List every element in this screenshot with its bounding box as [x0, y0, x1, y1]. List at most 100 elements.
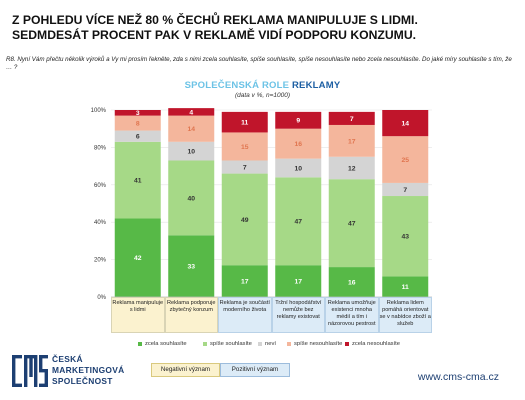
bar-segment — [275, 158, 322, 178]
data-label: 9 — [296, 118, 300, 125]
data-label: 7 — [243, 164, 247, 171]
data-label: 16 — [348, 279, 356, 286]
bar-segment — [168, 108, 215, 116]
logo-line-3: SPOLEČNOST — [52, 376, 113, 386]
bar-segment — [168, 235, 215, 297]
data-label: 11 — [402, 284, 409, 291]
headline: Z POHLEDU VÍCE NEŽ 80 % ČECHŮ REKLAMA MA… — [12, 13, 512, 43]
bar-segment — [114, 218, 161, 297]
bar-segment — [221, 132, 268, 161]
positive-meaning-box: Pozitivní význam — [220, 363, 290, 377]
cms-logo: ČESKÁ MARKETINGOVÁ SPOLEČNOST — [10, 351, 140, 393]
chart-legend: zcela souhlasíte spíše souhlasíte neví spíš… — [0, 341, 525, 351]
bar-segment — [328, 156, 375, 180]
bar-segment — [328, 267, 375, 297]
bar-segment — [275, 177, 322, 266]
data-label: 49 — [241, 217, 249, 224]
data-label: 41 — [134, 178, 142, 185]
chart-title: SPOLEČENSKÁ ROLE REKLAMY — [0, 80, 525, 91]
bar-segment — [382, 136, 429, 183]
bar-segment — [382, 182, 429, 197]
chart-title-part-2: REKLAMY — [292, 80, 341, 91]
category-label: Reklama lidem pomáhá orientovat se v nab… — [378, 297, 432, 333]
legend-label: spíše nesouhlasíte — [294, 341, 343, 347]
data-label: 43 — [401, 234, 409, 241]
bar-segment — [221, 265, 268, 297]
data-label: 17 — [241, 279, 249, 286]
chart-title-part-1: SPOLEČENSKÁ ROLE — [184, 80, 290, 91]
headline-line-2: SEDMDESÁT PROCENT PAK V REKLAMĚ VIDÍ POD… — [12, 28, 417, 42]
y-tick-label: 0% — [97, 295, 106, 301]
legend-item: zcela souhlasíte — [138, 341, 187, 347]
y-tick-label: 20% — [94, 258, 107, 264]
website-url: www.cms-cma.cz — [417, 371, 499, 383]
bar-segment — [221, 160, 268, 174]
bar-segment — [382, 276, 429, 297]
y-tick-label: 80% — [94, 145, 107, 151]
bar-segment — [382, 110, 429, 137]
data-label: 10 — [294, 165, 302, 172]
data-label: 25 — [401, 157, 409, 164]
legend-swatch — [287, 342, 291, 346]
legend-item: spíše souhlasíte — [203, 341, 252, 347]
bar-segment — [168, 115, 215, 142]
bar-segment — [168, 141, 215, 161]
bar-segment — [382, 196, 429, 277]
y-tick-label: 40% — [94, 220, 107, 226]
bar-segment — [275, 265, 322, 297]
legend-swatch — [203, 342, 207, 346]
data-label: 47 — [294, 219, 302, 226]
data-label: 3 — [136, 110, 140, 117]
data-label: 16 — [294, 141, 302, 148]
headline-line-1: Z POHLEDU VÍCE NEŽ 80 % ČECHŮ REKLAMA MA… — [12, 13, 418, 27]
data-label: 17 — [348, 138, 356, 145]
data-label: 7 — [403, 187, 407, 194]
legend-label: zcela souhlasíte — [145, 341, 187, 347]
data-label: 47 — [348, 221, 356, 228]
legend-swatch — [258, 342, 262, 346]
category-label: Reklama je součástí moderního života — [218, 297, 272, 333]
bar-segment — [221, 111, 268, 133]
legend-item: zcela nesouhlasíte — [345, 341, 400, 347]
category-label: Tržní hospodářství nemůže bez reklamy ex… — [271, 297, 325, 333]
logo-line-2: MARKETINGOVÁ — [52, 365, 125, 375]
legend-item: spíše nesouhlasíte — [287, 341, 342, 347]
data-label: 40 — [187, 195, 195, 202]
cms-logo-mark-icon — [12, 355, 48, 387]
legend-item: neví — [258, 341, 276, 347]
legend-swatch — [345, 342, 349, 346]
data-label: 11 — [241, 120, 248, 127]
bar-segment — [328, 179, 375, 268]
category-label: Reklama podporuje zbytečný konzum — [164, 297, 218, 333]
data-label: 7 — [350, 116, 354, 123]
bar-segment — [275, 111, 322, 129]
logo-text: ČESKÁ MARKETINGOVÁ SPOLEČNOST — [52, 354, 124, 387]
data-label: 14 — [401, 120, 409, 127]
legend-label: zcela nesouhlasíte — [352, 341, 401, 347]
data-label: 12 — [348, 165, 356, 172]
data-label: 33 — [187, 264, 195, 271]
data-label: 15 — [241, 144, 249, 151]
bar-segment — [168, 160, 215, 236]
data-label: 8 — [136, 120, 140, 127]
bar-segment — [221, 173, 268, 266]
bar-segment — [114, 110, 161, 116]
bar-segment — [114, 115, 161, 131]
negative-meaning-box: Negativní význam — [151, 363, 220, 377]
data-label: 6 — [136, 134, 140, 141]
bar-segment — [328, 111, 375, 125]
survey-question: R8. Nyní Vám přečtu několik výroků a Vy … — [6, 56, 512, 71]
logo-line-1: ČESKÁ — [52, 354, 83, 364]
data-label: 17 — [294, 279, 302, 286]
legend-swatch — [138, 342, 142, 346]
data-label: 10 — [187, 149, 195, 156]
bar-segment — [114, 130, 161, 142]
data-label: 14 — [187, 126, 195, 133]
data-label: 4 — [189, 109, 193, 116]
legend-label: spíše souhlasíte — [210, 341, 252, 347]
data-label: 42 — [134, 255, 142, 262]
bar-segment — [328, 124, 375, 157]
bar-segment — [275, 128, 322, 159]
legend-label: neví — [265, 341, 276, 347]
